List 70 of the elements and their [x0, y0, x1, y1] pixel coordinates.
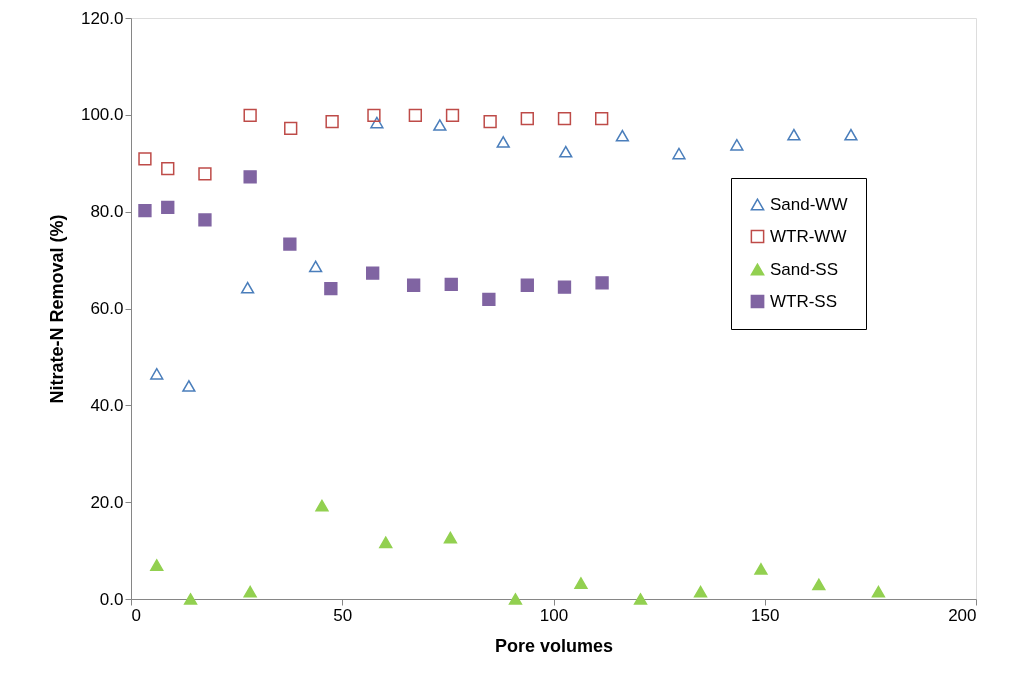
point [367, 108, 381, 122]
point [633, 593, 648, 605]
y-tick-label: 20.0 [90, 492, 124, 512]
legend-label: WTR-SS [770, 291, 838, 311]
point [308, 260, 323, 273]
y-tick-label: 60.0 [90, 299, 124, 318]
point [283, 237, 297, 251]
point [183, 593, 198, 605]
point [445, 108, 460, 122]
y-axis-title: Nitrate-N Removal (%) [46, 214, 67, 404]
x-axis-title: Pore volumes [494, 635, 614, 656]
point [483, 114, 497, 129]
point [444, 277, 458, 291]
point [150, 367, 164, 380]
point [520, 112, 534, 126]
point [138, 204, 152, 218]
point [198, 167, 212, 181]
point [574, 577, 588, 589]
point [243, 585, 257, 598]
point [315, 499, 329, 512]
point [496, 136, 510, 148]
point [595, 112, 609, 126]
x-tick-label: 50 [333, 605, 353, 625]
y-tick-label: 100.0 [80, 105, 124, 125]
x-tick-label: 150 [751, 605, 780, 625]
point [871, 585, 886, 598]
x-tick-label: 100 [539, 605, 569, 625]
point [198, 213, 212, 227]
y-tick-label: 120.0 [80, 8, 124, 28]
y-tick-label: 40.0 [90, 395, 124, 415]
point [443, 531, 458, 544]
point [557, 280, 572, 294]
point [406, 278, 421, 292]
point [182, 380, 196, 392]
x-tick-label: 200 [948, 605, 977, 625]
point [730, 138, 744, 151]
point [243, 108, 257, 122]
point [240, 281, 255, 294]
point [370, 116, 384, 129]
point [787, 128, 801, 141]
point [754, 563, 768, 575]
point [615, 129, 630, 142]
point [559, 145, 573, 158]
point [482, 292, 496, 306]
point [508, 593, 523, 605]
legend-label: Sand-WW [770, 194, 848, 214]
point [844, 128, 858, 141]
point [672, 147, 686, 160]
point [557, 112, 572, 126]
y-tick-label: 80.0 [90, 202, 124, 222]
legend-label: WTR-WW [770, 226, 847, 246]
point [138, 152, 152, 166]
point [150, 559, 164, 571]
point [243, 170, 257, 184]
point [433, 119, 447, 131]
point [161, 161, 175, 176]
point [161, 200, 175, 214]
point [366, 266, 380, 280]
point [324, 281, 338, 296]
point [595, 276, 609, 290]
point [812, 578, 826, 591]
point [408, 108, 423, 122]
x-tick-label: 0 [131, 605, 141, 625]
point [693, 585, 708, 598]
y-tick-label: 0.0 [99, 589, 124, 609]
point [520, 278, 534, 292]
point [284, 121, 298, 136]
legend-label: Sand-SS [770, 259, 839, 279]
point [379, 536, 393, 549]
point [325, 114, 339, 129]
